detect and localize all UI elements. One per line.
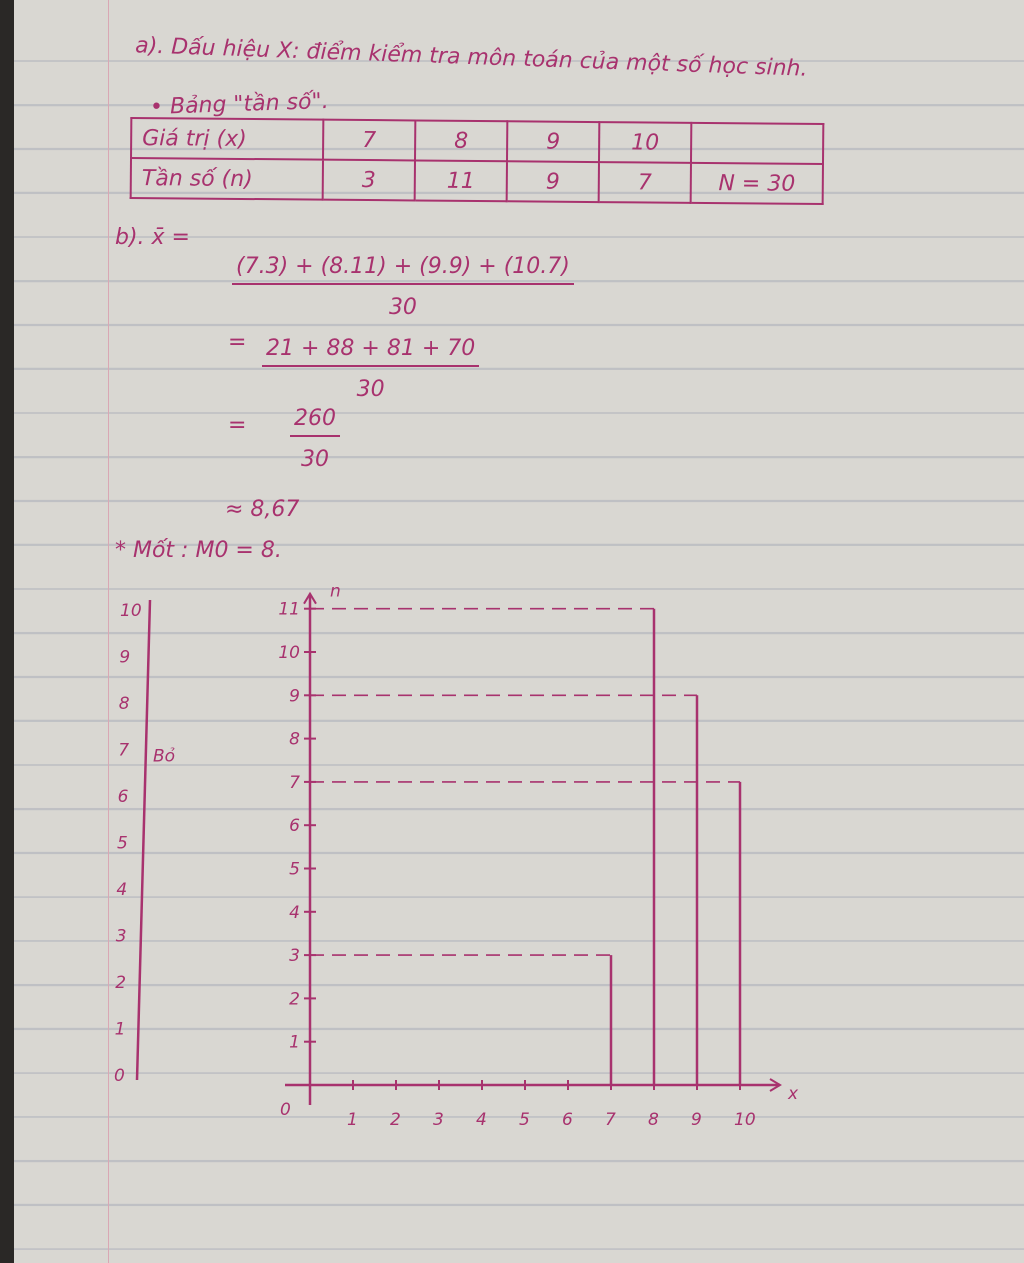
fraction-step2: 21 + 88 + 81 + 70 30 [262, 336, 480, 402]
numerator: 260 [290, 406, 340, 437]
left-scale-label: 3 [116, 927, 127, 947]
fraction-step3: 260 30 [290, 406, 340, 472]
x-tick-label: 5 [519, 1110, 530, 1130]
denominator: 30 [356, 377, 385, 402]
left-scale-note: Bỏ [153, 747, 175, 767]
numerator: 21 + 88 + 81 + 70 [262, 336, 480, 367]
left-scale-label: 0 [114, 1066, 125, 1086]
left-scale-line [135, 599, 152, 1081]
denominator: 30 [388, 295, 417, 320]
y-tick-label: 5 [289, 860, 300, 880]
x-tick-label: 3 [433, 1110, 444, 1130]
y-tick-label: 1 [289, 1033, 300, 1053]
left-scale-label: 8 [119, 694, 130, 714]
y-tick-label: 3 [289, 946, 300, 966]
x-tick-label: 8 [648, 1110, 659, 1130]
x-tick-label: 1 [347, 1110, 358, 1130]
x-axis-label: x [787, 1084, 799, 1104]
left-scale-label: 5 [117, 834, 128, 854]
margin-line [108, 0, 109, 1263]
equals: = [228, 413, 247, 438]
y-tick-label: 9 [289, 686, 300, 706]
x-tick-label: 10 [734, 1110, 756, 1130]
x-tick-label: 6 [562, 1110, 573, 1130]
equals: = [228, 330, 247, 355]
mode-line: * Mốt : M0 = 8. [115, 538, 282, 563]
fraction-step1: (7.3) + (8.11) + (9.9) + (10.7) 30 [232, 254, 574, 320]
y-tick-label: 6 [289, 816, 300, 836]
left-scale-label: 7 [118, 741, 129, 761]
y-axis-arrow [303, 591, 317, 605]
x-tick-label: 2 [390, 1110, 401, 1130]
y-tick-label: 7 [289, 773, 300, 793]
left-scale-label: 9 [119, 648, 130, 668]
y-tick-label: 4 [289, 903, 300, 923]
y-tick-label: 11 [278, 600, 300, 620]
y-tick-label: 2 [289, 989, 300, 1009]
x-tick-label: 7 [605, 1110, 616, 1130]
y-tick-label: 8 [289, 730, 300, 750]
x-axis-arrow [769, 1078, 782, 1092]
x-tick-label: 4 [476, 1110, 487, 1130]
denominator: 30 [301, 447, 329, 472]
left-scale-label: 6 [118, 787, 129, 807]
numerator: (7.3) + (8.11) + (9.9) + (10.7) [232, 254, 574, 285]
y-axis-label: n [330, 582, 341, 602]
left-scale-label: 4 [116, 880, 127, 900]
x-tick-label: 9 [691, 1110, 702, 1130]
left-scale-label: 1 [115, 1020, 126, 1040]
mean-label: b). x̄ = [115, 225, 190, 250]
page-edge [0, 0, 14, 1263]
left-scale-label: 2 [115, 973, 126, 993]
y-tick-label: 10 [278, 643, 300, 663]
mean-approx: ≈ 8,67 [225, 497, 300, 522]
origin-label: 0 [280, 1100, 291, 1120]
left-scale-label: 10 [120, 601, 142, 621]
